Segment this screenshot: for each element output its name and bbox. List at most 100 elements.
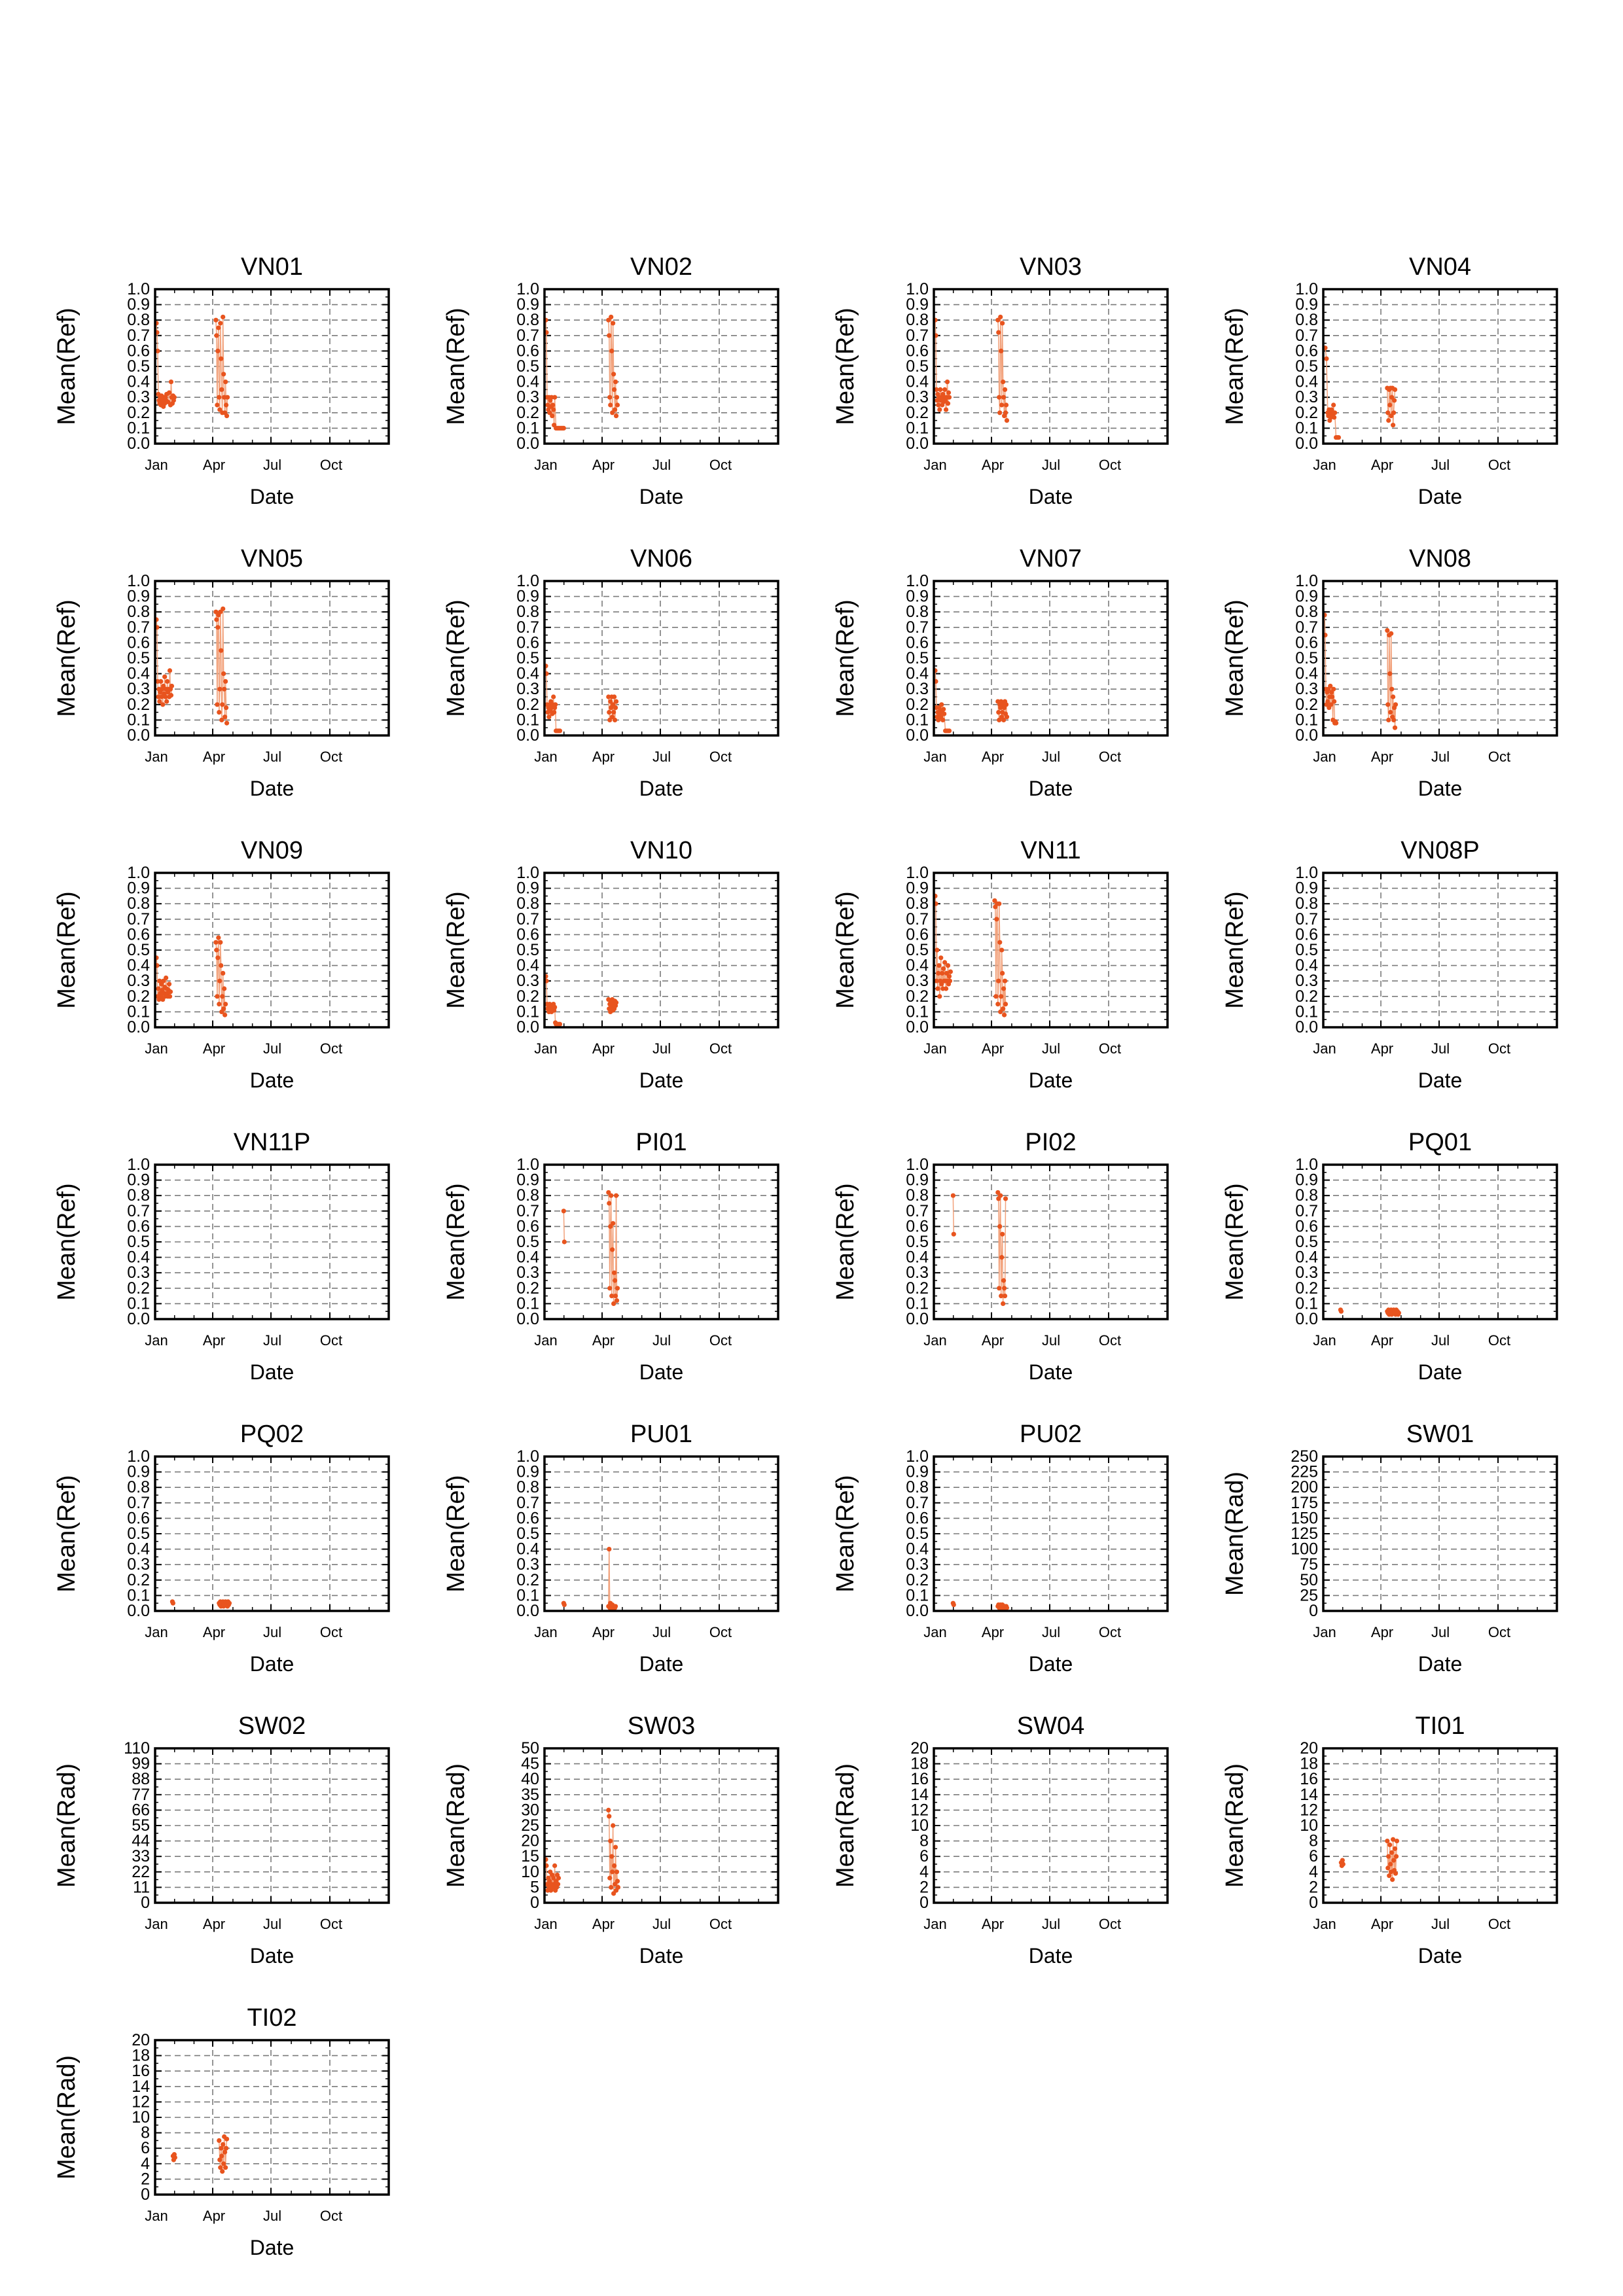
plot-title: VN08 xyxy=(1409,545,1471,573)
y-tick-label: 0.0 xyxy=(1295,726,1318,745)
data-point xyxy=(946,974,952,979)
data-point xyxy=(1003,410,1008,415)
data-point xyxy=(946,728,952,733)
y-tick-label: 0.1 xyxy=(127,711,150,729)
data-point xyxy=(993,994,999,999)
y-tick-label: 1.0 xyxy=(1295,1156,1318,1174)
y-tick-label: 0.1 xyxy=(906,1586,929,1604)
data-point xyxy=(221,970,226,976)
plot-frame xyxy=(1322,1747,1558,1904)
y-tick-label: 20 xyxy=(1300,1739,1318,1757)
plot-title: VN07 xyxy=(1020,545,1082,573)
x-tick-label: Jan xyxy=(1313,749,1336,765)
y-axis-label: Mean(Rad) xyxy=(1221,1472,1249,1596)
y-tick-label: 1.0 xyxy=(1295,572,1318,590)
data-point xyxy=(1396,1310,1402,1316)
y-axis-label: Mean(Ref) xyxy=(53,308,80,425)
y-tick-label: 0.3 xyxy=(127,1263,150,1282)
data-point xyxy=(1386,1854,1391,1859)
data-point xyxy=(999,947,1005,953)
plot-title: VN01 xyxy=(241,253,303,281)
data-point xyxy=(221,606,226,612)
data-point xyxy=(936,963,942,968)
series-segment xyxy=(217,627,219,705)
series-segment xyxy=(1390,633,1393,690)
y-tick-label: 75 xyxy=(1300,1555,1318,1574)
y-tick-label: 40 xyxy=(521,1770,539,1788)
data-point xyxy=(613,1000,619,1005)
plot-frame xyxy=(154,1455,390,1612)
data-point xyxy=(1393,1871,1399,1876)
data-point xyxy=(1330,694,1335,699)
data-point xyxy=(1331,686,1336,692)
data-point xyxy=(215,402,220,408)
data-point xyxy=(611,702,616,707)
x-tick-label: Jan xyxy=(1313,457,1336,473)
data-point xyxy=(942,387,948,393)
y-tick-label: 0.2 xyxy=(516,1279,539,1298)
y-tick-label: 0.8 xyxy=(127,1478,150,1496)
y-tick-label: 0.6 xyxy=(127,1217,150,1235)
data-point xyxy=(223,679,228,684)
y-tick-label: 1.0 xyxy=(127,572,150,590)
series-segment xyxy=(221,704,223,720)
data-point xyxy=(213,940,219,945)
series-segment xyxy=(546,673,548,705)
y-axis-label: Mean(Ref) xyxy=(1221,891,1249,1009)
data-point xyxy=(1000,970,1005,976)
data-point xyxy=(941,966,946,971)
x-tick-label: Oct xyxy=(709,1040,732,1057)
y-tick-label: 0.1 xyxy=(127,419,150,437)
x-tick-label: Oct xyxy=(1488,1916,1510,1932)
y-axis-label: Mean(Ref) xyxy=(442,891,470,1009)
y-tick-label: 0.3 xyxy=(1295,680,1318,698)
x-tick-label: Apr xyxy=(1371,749,1393,765)
y-tick-label: 0.9 xyxy=(127,1463,150,1481)
y-tick-label: 0.6 xyxy=(906,1509,929,1527)
data-point xyxy=(1387,402,1393,408)
y-tick-label: 0.8 xyxy=(1295,311,1318,329)
x-axis-label: Date xyxy=(1029,485,1073,508)
x-tick-label: Apr xyxy=(592,1624,615,1640)
y-tick-label: 0.6 xyxy=(127,925,150,944)
data-point xyxy=(997,901,1002,906)
y-axis-label: Mean(Ref) xyxy=(442,1183,470,1301)
data-point xyxy=(1333,720,1339,726)
data-point xyxy=(164,679,170,684)
y-tick-label: 0.7 xyxy=(906,1202,929,1220)
data-point xyxy=(611,321,616,326)
x-tick-label: Jan xyxy=(534,457,557,473)
y-axis-label: Mean(Ref) xyxy=(832,891,859,1009)
data-point xyxy=(160,997,166,1002)
y-axis-label: Mean(Ref) xyxy=(442,308,470,425)
y-tick-label: 0.1 xyxy=(1295,711,1318,729)
data-point xyxy=(608,699,613,704)
data-point xyxy=(1004,1605,1010,1610)
data-point xyxy=(608,1224,613,1229)
x-tick-label: Jul xyxy=(263,1040,281,1057)
plot-frame xyxy=(543,580,779,737)
y-tick-label: 0.2 xyxy=(906,1571,929,1589)
x-axis-label: Date xyxy=(639,1944,684,1968)
data-point xyxy=(213,609,219,614)
y-tick-label: 2 xyxy=(141,2170,150,2188)
data-point xyxy=(164,699,169,704)
y-tick-label: 4 xyxy=(919,1863,929,1881)
data-point xyxy=(220,2169,225,2174)
y-tick-label: 88 xyxy=(132,1770,150,1788)
y-tick-label: 0.2 xyxy=(516,404,539,422)
y-tick-label: 0.0 xyxy=(127,1018,150,1036)
x-tick-label: Jul xyxy=(1431,1040,1450,1057)
plot-title: PI01 xyxy=(635,1129,687,1156)
y-tick-label: 2 xyxy=(919,1878,929,1896)
data-point xyxy=(944,970,950,976)
x-tick-label: Jul xyxy=(1042,1916,1060,1932)
y-axis-label: Mean(Ref) xyxy=(832,599,859,717)
data-point xyxy=(217,686,223,692)
data-point xyxy=(223,402,229,408)
y-tick-label: 0.2 xyxy=(906,696,929,714)
x-tick-label: Jan xyxy=(923,1624,946,1640)
data-point xyxy=(1391,398,1397,403)
